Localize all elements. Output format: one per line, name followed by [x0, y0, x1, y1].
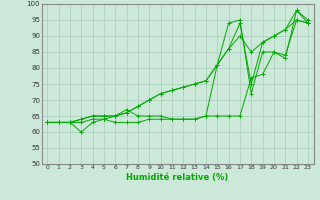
- X-axis label: Humidité relative (%): Humidité relative (%): [126, 173, 229, 182]
